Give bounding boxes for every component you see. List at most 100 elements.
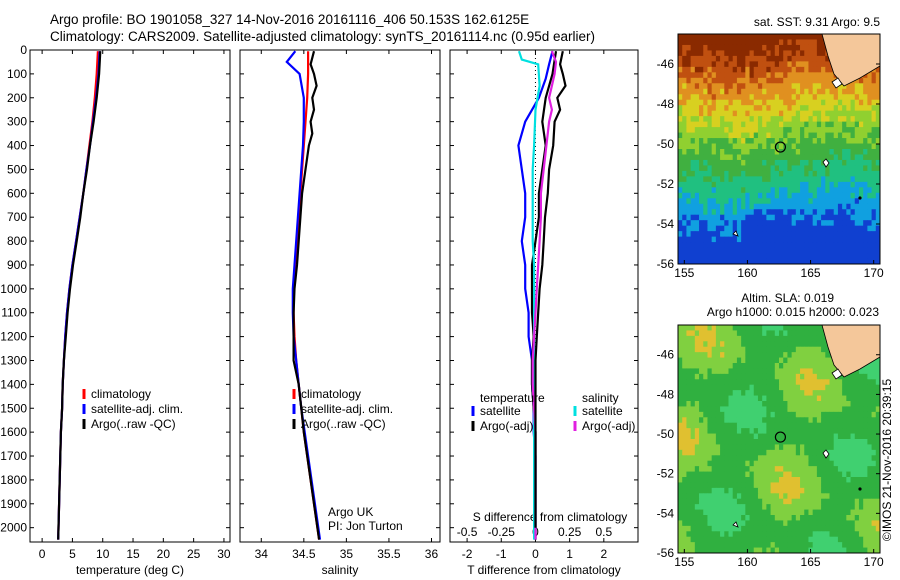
map-cell [690,105,696,112]
map-cell [736,547,742,554]
map-cell [800,498,805,505]
map-cell [711,417,717,424]
map-cell [825,105,830,112]
map-cell [736,373,742,380]
map-cell [875,379,881,386]
map-cell [728,258,734,265]
map-cell [854,236,860,243]
map-cell [736,536,742,543]
map-cell [842,209,847,216]
map-cell [736,236,742,243]
map-cell [846,88,851,95]
map-cell [846,154,851,161]
map-cell [724,531,729,538]
map-cell [867,225,872,232]
map-cell [678,55,683,62]
map-cell [762,493,767,500]
map-cell [770,482,776,489]
map-cell [858,192,864,199]
map-cell [871,487,877,494]
map-cell [711,34,717,40]
map-cell [699,127,704,133]
map-cell [732,138,738,144]
map-cell [690,198,696,205]
map-cell [745,203,750,210]
map-cell [863,417,868,424]
map-cell [804,515,809,521]
map-cell [816,88,822,95]
map-cell [821,198,826,205]
x-axis-label: salinity [322,563,359,577]
map-cell [720,390,725,396]
map-cell [816,536,822,543]
map-cell [800,417,805,424]
map-cell [779,509,784,516]
map-cell [808,390,814,396]
map-cell [745,411,750,418]
map-cell [707,352,713,358]
map-cell [846,94,851,101]
map-cell [858,127,864,133]
map-cell [779,520,784,527]
map-cell [703,116,708,123]
map-cell [682,34,687,40]
map-cell [833,520,839,527]
map-cell [871,77,877,84]
map-cell [871,363,877,369]
map-cell [690,455,696,462]
map-cell [749,352,755,358]
map-cell [808,460,814,467]
map-cell [854,94,860,101]
map-cell [703,460,708,467]
map-cell [837,477,843,483]
map-cell [863,466,868,472]
map-cell [783,138,788,144]
map-cell [871,417,877,424]
map-cell [779,225,784,232]
map-cell [724,422,729,429]
map-cell [846,515,851,521]
map-cell [699,335,704,342]
map-cell [812,335,818,342]
map-cell [690,110,696,117]
map-cell [694,471,700,478]
map-cell [686,258,692,265]
map-cell [779,542,784,548]
map-cell [783,498,788,505]
map-cell [829,187,835,194]
map-cell [787,121,793,128]
map-cell [808,198,814,205]
map-cell [846,390,851,396]
map-cell [800,384,805,391]
map-cell [867,487,872,494]
map-cell [816,406,822,413]
map-cell [837,110,843,117]
map-cell [770,44,776,51]
map-cell [762,406,767,413]
x-tick-label: 160 [737,555,757,569]
map-cell [694,444,700,451]
map-cell [875,477,881,483]
map-cell [678,247,683,254]
map-cell [699,422,704,429]
map-cell [711,455,717,462]
map-cell [686,214,692,221]
map-cell [871,121,877,128]
map-cell [741,487,746,494]
map-cell [812,242,818,248]
map-cell [678,88,683,95]
map-cell [745,116,750,123]
map-cell [842,406,847,413]
map-cell [715,55,721,62]
map-cell [762,39,767,46]
map-cell [720,77,725,84]
map-cell [682,61,687,68]
y-tick-label: 800 [7,234,27,248]
map-cell [867,525,872,532]
map-cell [863,411,868,418]
map-cell [812,132,818,139]
map-cell [724,401,729,407]
map-cell [791,390,797,396]
map-cell [825,368,830,375]
map-cell [770,379,776,386]
